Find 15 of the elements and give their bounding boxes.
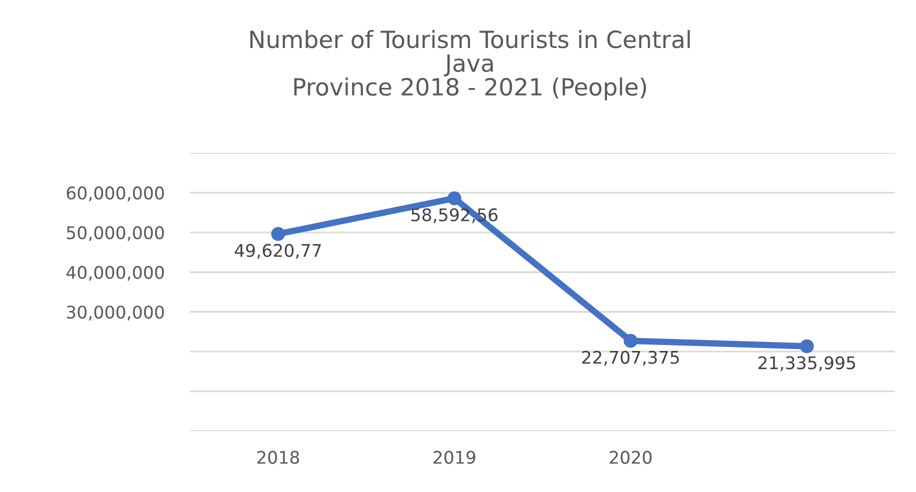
point: [447, 191, 462, 206]
point: [624, 334, 638, 348]
y-tick-label: 50,000,000: [66, 226, 164, 242]
y-tick-label: 40,000,000: [66, 266, 164, 281]
y-tick-label: 30,000,000: [66, 306, 164, 320]
x-tick-label: 2018: [257, 450, 300, 464]
point: [271, 226, 286, 241]
x-tick-label: 2019: [434, 450, 476, 464]
chart-title: Number of Tourism Tourists in Central Java Province 2018 - 2021 (People): [250, 30, 690, 100]
data-label: 21,335,995: [758, 356, 856, 372]
data-label: 49,620,77: [234, 244, 321, 259]
x-tick-label: 2020: [610, 450, 652, 464]
data-label: 22,707,375: [582, 350, 679, 366]
y-tick-label: 60,000,000: [66, 186, 164, 202]
point: [800, 339, 814, 354]
